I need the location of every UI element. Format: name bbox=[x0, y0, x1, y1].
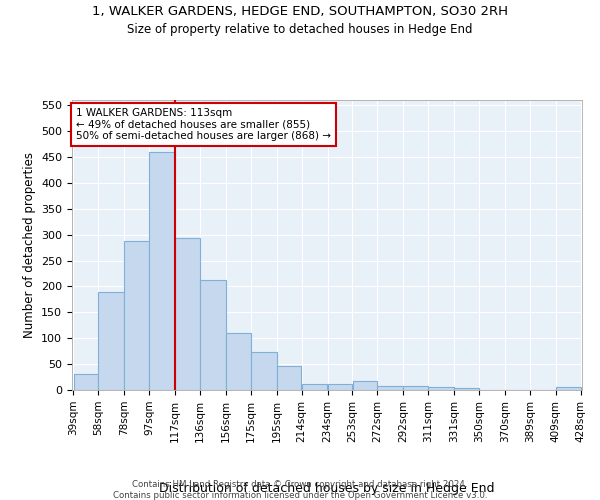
Bar bbox=[124, 241, 149, 390]
Bar bbox=[226, 333, 251, 390]
Text: Contains HM Land Registry data © Crown copyright and database right 2024.
Contai: Contains HM Land Registry data © Crown c… bbox=[113, 480, 487, 500]
Text: Size of property relative to detached houses in Hedge End: Size of property relative to detached ho… bbox=[127, 22, 473, 36]
Text: 1, WALKER GARDENS, HEDGE END, SOUTHAMPTON, SO30 2RH: 1, WALKER GARDENS, HEDGE END, SOUTHAMPTO… bbox=[92, 5, 508, 18]
Bar bbox=[428, 388, 454, 390]
Bar bbox=[328, 384, 352, 390]
Text: 1 WALKER GARDENS: 113sqm
← 49% of detached houses are smaller (855)
50% of semi-: 1 WALKER GARDENS: 113sqm ← 49% of detach… bbox=[76, 108, 331, 141]
Bar bbox=[251, 352, 277, 390]
Bar bbox=[98, 292, 124, 390]
Bar bbox=[302, 384, 328, 390]
Text: Distribution of detached houses by size in Hedge End: Distribution of detached houses by size … bbox=[159, 482, 495, 495]
Bar bbox=[277, 366, 301, 390]
Bar bbox=[403, 386, 428, 390]
Bar bbox=[149, 152, 175, 390]
Y-axis label: Number of detached properties: Number of detached properties bbox=[23, 152, 35, 338]
Bar bbox=[353, 380, 377, 390]
Bar bbox=[74, 374, 98, 390]
Bar bbox=[454, 388, 479, 390]
Bar bbox=[377, 386, 403, 390]
Bar bbox=[200, 280, 226, 390]
Bar bbox=[556, 388, 581, 390]
Bar bbox=[175, 238, 200, 390]
